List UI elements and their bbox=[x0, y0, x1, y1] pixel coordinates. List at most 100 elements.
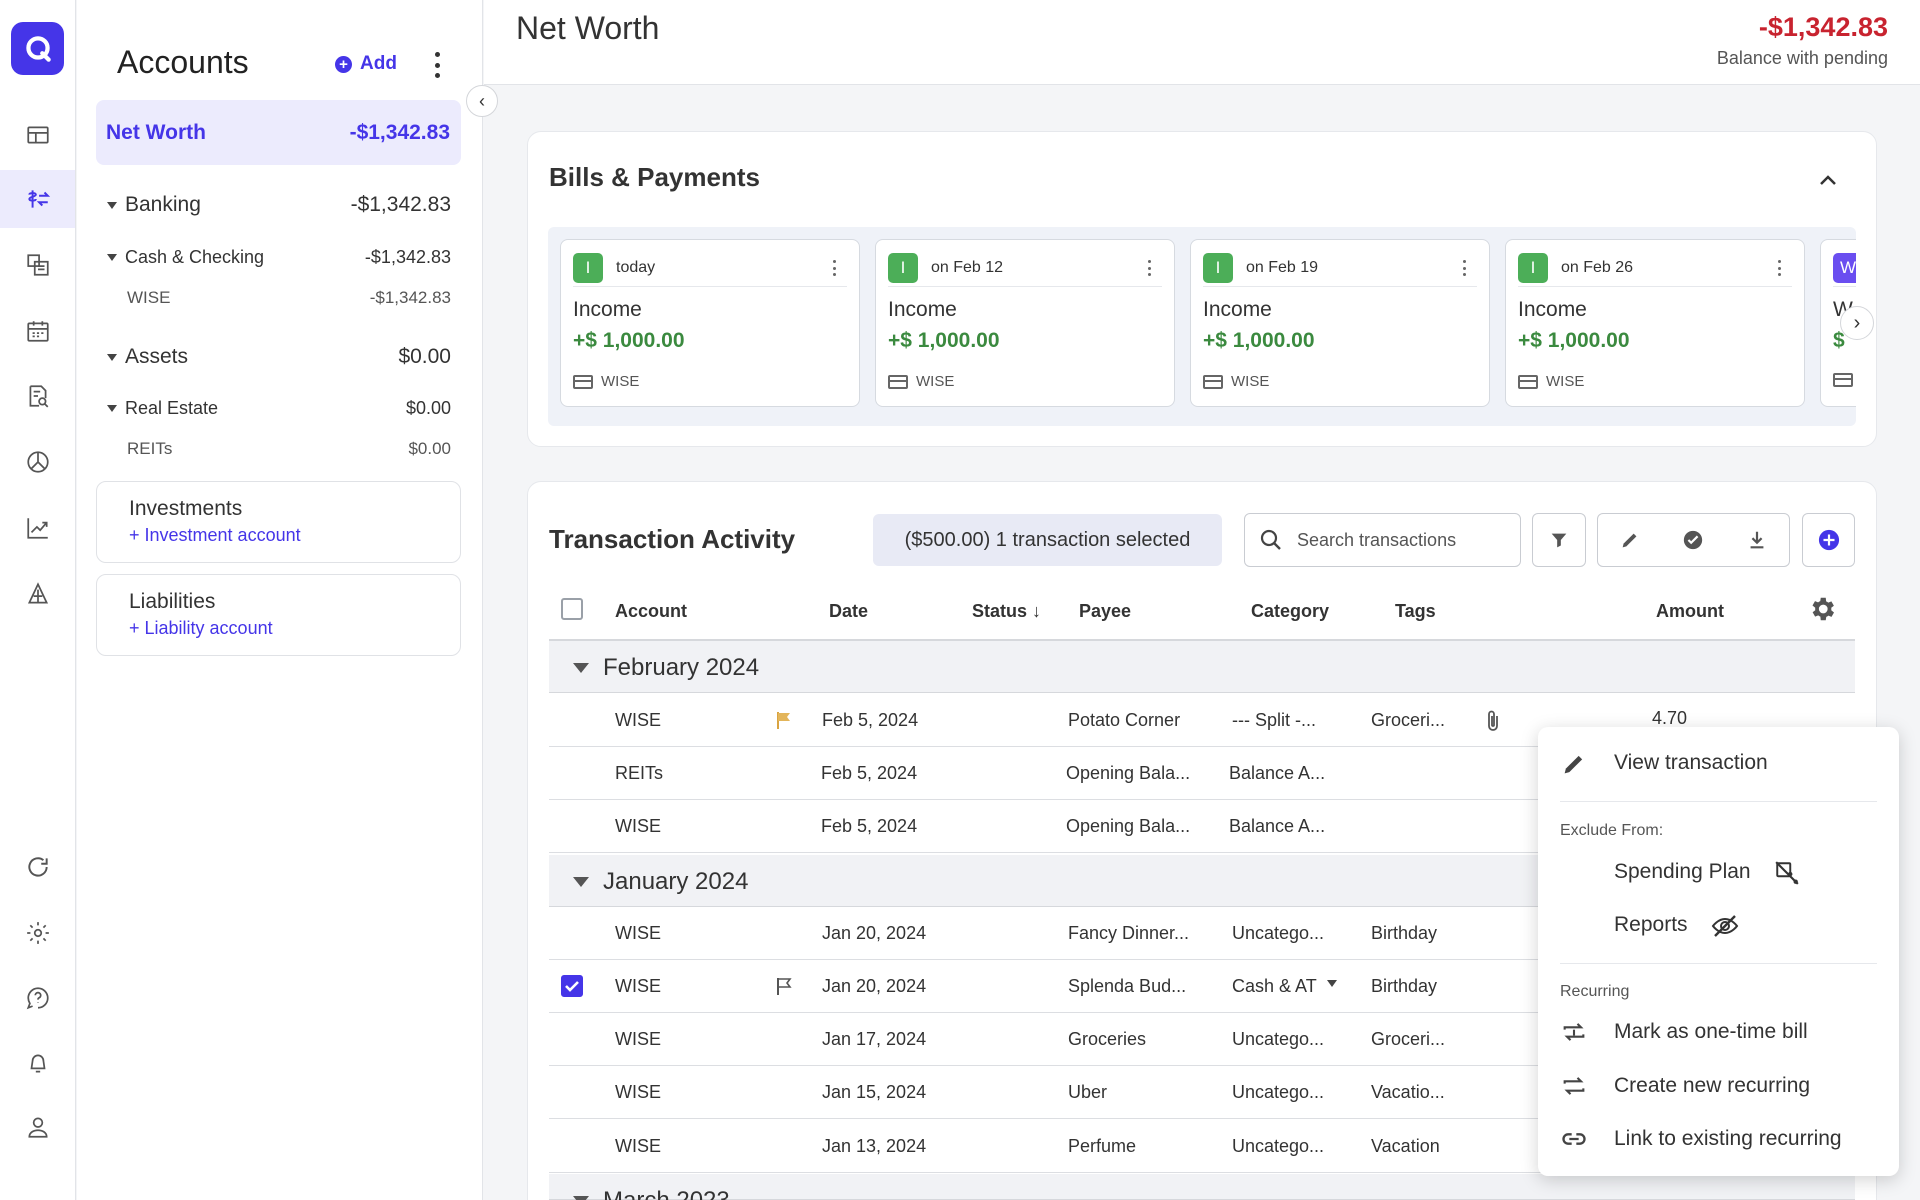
row-category[interactable]: Cash & AT bbox=[1232, 976, 1317, 996]
edit-icon[interactable] bbox=[1619, 529, 1641, 551]
bill-badge: I bbox=[573, 253, 603, 283]
col-category[interactable]: Category bbox=[1251, 601, 1330, 621]
col-tags[interactable]: Tags bbox=[1395, 601, 1436, 621]
carousel-next-button[interactable]: › bbox=[1840, 306, 1874, 340]
dashboard-icon bbox=[26, 126, 49, 144]
select-all-checkbox[interactable] bbox=[561, 598, 583, 620]
account-item-reits[interactable]: REITs $0.00 bbox=[127, 439, 451, 459]
search-input[interactable]: Search transactions bbox=[1244, 513, 1521, 567]
col-status[interactable]: Status ↓ bbox=[972, 601, 1041, 622]
account-group-cash-checking[interactable]: Cash & Checking -$1,342.83 bbox=[107, 247, 451, 268]
eye-off-icon[interactable] bbox=[1711, 914, 1739, 938]
sync-nav[interactable] bbox=[0, 838, 75, 896]
reports-nav[interactable] bbox=[0, 367, 75, 425]
month-group[interactable]: March 2023 bbox=[549, 1174, 1855, 1200]
row-account: WISE bbox=[615, 923, 662, 943]
row-payee: Uber bbox=[1068, 1082, 1108, 1102]
app-logo[interactable] bbox=[11, 22, 64, 75]
bill-card[interactable]: I today Income +$ 1,000.00 WISE bbox=[560, 239, 860, 407]
caret-down-icon bbox=[573, 877, 589, 887]
col-date[interactable]: Date bbox=[829, 601, 869, 621]
row-date: Feb 5, 2024 bbox=[821, 763, 918, 783]
bill-badge: I bbox=[888, 253, 918, 283]
row-amount: 4.70 bbox=[1652, 708, 1688, 728]
check-circle-icon[interactable] bbox=[1682, 529, 1704, 551]
add-transaction-button[interactable] bbox=[1802, 513, 1855, 567]
property-nav[interactable] bbox=[0, 565, 75, 623]
account-group-assets[interactable]: Assets $0.00 bbox=[107, 345, 451, 369]
menu-create-recurring[interactable]: Create new recurring bbox=[1614, 1074, 1811, 1097]
sidebar-more-icon[interactable] bbox=[432, 52, 442, 78]
month-group[interactable]: February 2024 bbox=[549, 641, 1855, 693]
bill-card[interactable]: I on Feb 12 Income +$ 1,000.00 WISE bbox=[875, 239, 1175, 407]
calendar-nav[interactable] bbox=[0, 302, 75, 360]
col-payee[interactable]: Payee bbox=[1079, 601, 1132, 621]
attachment-icon[interactable] bbox=[1484, 708, 1502, 734]
help-nav[interactable] bbox=[0, 969, 75, 1027]
spending-plan-nav[interactable] bbox=[0, 433, 75, 491]
month-label: March 2023 bbox=[603, 1187, 730, 1200]
bill-date: today bbox=[616, 259, 656, 276]
more-vertical-icon[interactable] bbox=[1463, 260, 1467, 276]
wise-value: -$1,342.83 bbox=[369, 288, 451, 307]
search-placeholder: Search transactions bbox=[1297, 529, 1457, 550]
bill-card[interactable]: I on Feb 19 Income +$ 1,000.00 WISE bbox=[1190, 239, 1490, 407]
filter-button[interactable] bbox=[1532, 513, 1586, 567]
account-group-banking[interactable]: Banking -$1,342.83 bbox=[107, 193, 451, 217]
menu-mark-one-time-bill[interactable]: Mark as one-time bill bbox=[1614, 1020, 1808, 1043]
download-icon[interactable] bbox=[1746, 529, 1768, 551]
notifications-nav[interactable] bbox=[0, 1034, 75, 1092]
row-tags: Birthday bbox=[1371, 923, 1438, 943]
flag-outline-icon[interactable] bbox=[774, 976, 794, 996]
flag-icon[interactable] bbox=[774, 710, 794, 730]
add-liability-link[interactable]: + Liability account bbox=[129, 618, 273, 638]
pencil-icon bbox=[1564, 755, 1583, 774]
category-dropdown-icon[interactable] bbox=[1327, 980, 1337, 987]
row-payee: Splenda Bud... bbox=[1068, 976, 1187, 996]
column-settings-icon[interactable] bbox=[1807, 594, 1837, 624]
arrow-down-icon: ↓ bbox=[1027, 601, 1042, 621]
row-account: WISE bbox=[615, 1136, 662, 1156]
chevron-up-icon[interactable] bbox=[1815, 170, 1841, 190]
profile-nav[interactable] bbox=[0, 1098, 75, 1156]
add-investment-link[interactable]: + Investment account bbox=[129, 525, 301, 545]
bills-title: Bills & Payments bbox=[549, 162, 760, 192]
row-date: Jan 17, 2024 bbox=[822, 1029, 927, 1049]
menu-exclude-reports[interactable]: Reports bbox=[1614, 913, 1688, 936]
row-payee: Groceries bbox=[1068, 1029, 1147, 1049]
settings-nav[interactable] bbox=[0, 904, 75, 962]
net-worth-item[interactable]: Net Worth -$1,342.83 bbox=[96, 100, 461, 165]
menu-view-transaction[interactable]: View transaction bbox=[1614, 751, 1768, 774]
row-date: Feb 5, 2024 bbox=[821, 816, 918, 836]
more-vertical-icon[interactable] bbox=[1148, 260, 1152, 276]
account-group-real-estate[interactable]: Real Estate $0.00 bbox=[107, 398, 451, 419]
menu-link-recurring[interactable]: Link to existing recurring bbox=[1614, 1127, 1842, 1150]
percent-off-icon[interactable] bbox=[1774, 860, 1800, 886]
transactions-nav[interactable] bbox=[0, 170, 75, 228]
col-amount[interactable]: Amount bbox=[1656, 601, 1724, 621]
banking-label: Banking bbox=[125, 193, 201, 216]
more-vertical-icon[interactable] bbox=[1778, 260, 1782, 276]
row-category: --- Split -... bbox=[1232, 710, 1316, 730]
col-account[interactable]: Account bbox=[615, 601, 687, 621]
row-checkbox[interactable] bbox=[561, 975, 583, 997]
row-account: WISE bbox=[615, 710, 662, 730]
investments-title: Investments bbox=[129, 497, 243, 520]
menu-exclude-spending-plan[interactable]: Spending Plan bbox=[1614, 860, 1751, 883]
account-item-wise[interactable]: WISE -$1,342.83 bbox=[127, 288, 451, 308]
collapse-sidebar-button[interactable]: ‹ bbox=[466, 85, 498, 117]
bill-account: WISE bbox=[601, 373, 640, 390]
bill-card[interactable]: I on Feb 26 Income +$ 1,000.00 WISE bbox=[1505, 239, 1805, 407]
add-account-button[interactable]: + Add bbox=[335, 53, 397, 75]
investments-icon bbox=[26, 518, 48, 539]
investments-nav[interactable] bbox=[0, 499, 75, 557]
cash-checking-label: Cash & Checking bbox=[125, 247, 265, 267]
bills-nav[interactable] bbox=[0, 236, 75, 294]
notifications-icon bbox=[30, 1054, 45, 1073]
bill-account: WISE bbox=[916, 373, 955, 390]
dashboard-nav[interactable] bbox=[0, 106, 75, 164]
table-row[interactable]: WISE Feb 5, 2024 Potato Corner --- Split… bbox=[549, 694, 1855, 747]
bill-date: on Feb 12 bbox=[931, 259, 1004, 276]
add-account-label: Add bbox=[360, 53, 397, 74]
more-vertical-icon[interactable] bbox=[833, 260, 837, 276]
